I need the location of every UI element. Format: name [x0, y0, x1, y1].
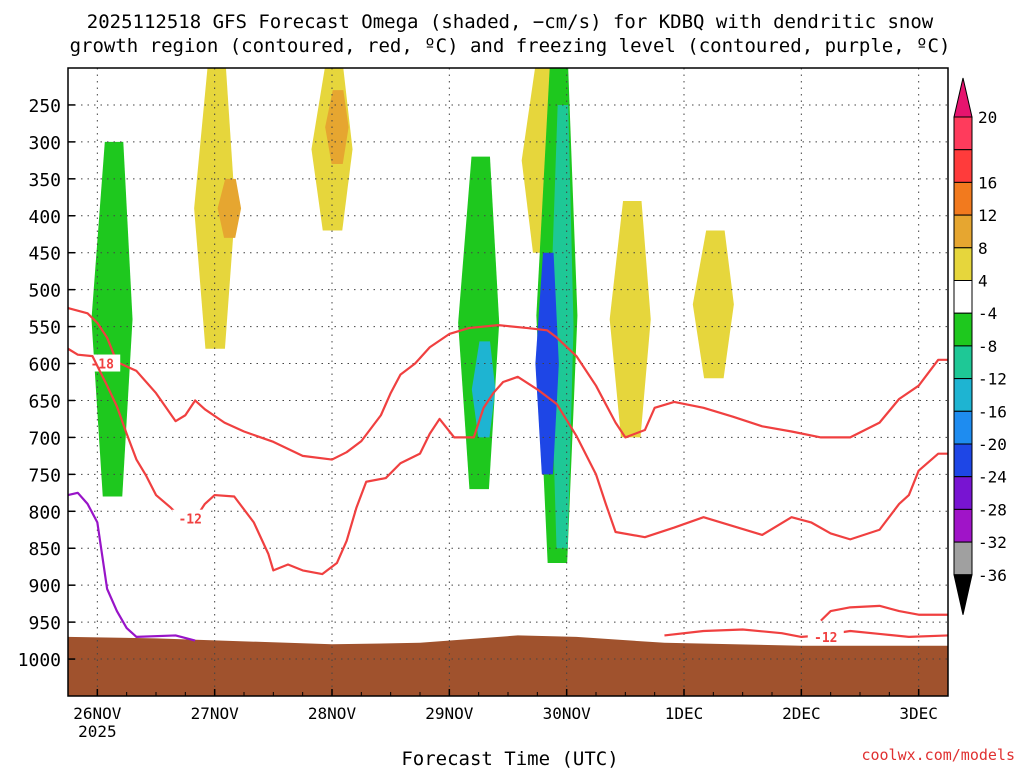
y-tick-label: 450: [28, 244, 61, 265]
colorbar-label: -32: [978, 533, 1007, 552]
y-tick-label: 500: [28, 281, 61, 302]
y-tick-label: 850: [28, 539, 61, 560]
colorbar-swatch: [953, 247, 973, 282]
x-tick-sublabel: 2025: [78, 722, 117, 741]
colorbar-swatch: [953, 476, 973, 510]
colorbar-swatch: [953, 181, 973, 216]
omega-area-sink-d: [471, 341, 496, 438]
colorbar-swatch: [953, 345, 973, 380]
contour-label: -18: [90, 358, 114, 373]
y-tick-label: 350: [28, 170, 61, 191]
x-tick-label: 27NOV: [191, 704, 240, 723]
colorbar-swatch: [953, 443, 973, 478]
colorbar-swatch: [953, 214, 973, 249]
y-tick-label: 550: [28, 318, 61, 339]
colorbar-swatch: [953, 541, 973, 576]
colorbar-label: -36: [978, 566, 1007, 585]
y-axis: 250 300 350 400 450 500 550 600 650 700 750 800 850 9…: [18, 96, 75, 671]
colorbar-label: -12: [978, 370, 1007, 389]
colorbar-label: 20: [978, 108, 997, 127]
colorbar-label: -8: [978, 337, 997, 356]
omega-area-rise-d: [609, 200, 651, 438]
surface-terrain-area: [68, 635, 948, 696]
omega-area-core-b: [325, 90, 349, 165]
omega-area-rise-a: [194, 68, 236, 349]
omega-area-sink-f: [535, 252, 559, 475]
y-tick-label: 950: [28, 613, 61, 634]
contour-lines: -18 -12 -12: [67, 307, 949, 646]
y-tick-label: 1000: [18, 650, 61, 671]
x-tick-label: 28NOV: [308, 704, 357, 723]
dgz-contour-0: [67, 307, 948, 461]
colorbar-swatch: [953, 378, 973, 412]
colorbar-label: 16: [978, 173, 997, 192]
colorbar-top-arrow: [953, 77, 973, 118]
contour-label-bg: [807, 627, 844, 645]
x-tick-label: 30NOV: [543, 704, 592, 723]
x-tick-label: 1DEC: [665, 704, 704, 723]
colorbar-swatch: [953, 149, 973, 183]
contour-label: -12: [178, 513, 201, 528]
colorbar-swatch: [953, 116, 973, 151]
y-tick-label: 600: [28, 355, 61, 376]
chart-title-line-1: 2025112518 GFS Forecast Omega (shaded, −…: [87, 11, 934, 33]
colorbar-label: 12: [978, 206, 997, 225]
x-tick-label: 29NOV: [425, 704, 474, 723]
colorbar-label: -20: [978, 435, 1007, 454]
dgz-contour-3: [820, 604, 948, 622]
colorbar-label: -24: [978, 468, 1007, 487]
x-tick-label: 3DEC: [899, 704, 938, 723]
y-tick-label: 300: [28, 133, 61, 154]
y-tick-label: 700: [28, 428, 61, 449]
omega-area-sink-a: [91, 141, 133, 497]
colorbar-bottom-arrow: [953, 574, 973, 615]
colorbar-swatch: [953, 410, 973, 445]
y-tick-label: 250: [28, 96, 61, 117]
chart-title-line-2: growth region (contoured, red, ºC) and f…: [70, 35, 951, 57]
omega-area-rise-e: [692, 230, 734, 379]
gridlines: [68, 68, 948, 696]
contour-label: -12: [814, 631, 837, 646]
surface-terrain: [68, 635, 948, 696]
y-tick-label: 400: [28, 207, 61, 228]
contour-label-bg: [172, 509, 209, 527]
colorbar: 20 16 12 8 4 -4 -8 -12 -16 -20 -24 -28 -32 -36: [953, 77, 1007, 615]
freezing-level-line: [67, 491, 196, 642]
x-tick-label: 2DEC: [782, 704, 821, 723]
colorbar-label: -4: [978, 304, 997, 323]
colorbar-swatch: [953, 280, 973, 314]
x-tick-label: 26NOV: [73, 704, 122, 723]
colorbar-swatch: [953, 312, 973, 347]
colorbar-label: -16: [978, 402, 1007, 421]
colorbar-label: 4: [978, 272, 988, 291]
colorbar-label: 8: [978, 239, 988, 258]
credit-link[interactable]: coolwx.com/models: [861, 746, 1015, 764]
colorbar-swatch: [953, 508, 973, 543]
colorbar-label: -28: [978, 500, 1007, 519]
x-axis-title: Forecast Time (UTC): [401, 748, 618, 768]
y-tick-label: 650: [28, 391, 61, 412]
omega-area-core-a: [217, 178, 242, 238]
y-tick-label: 800: [28, 502, 61, 523]
y-tick-label: 900: [28, 576, 61, 597]
y-tick-label: 750: [28, 465, 61, 486]
